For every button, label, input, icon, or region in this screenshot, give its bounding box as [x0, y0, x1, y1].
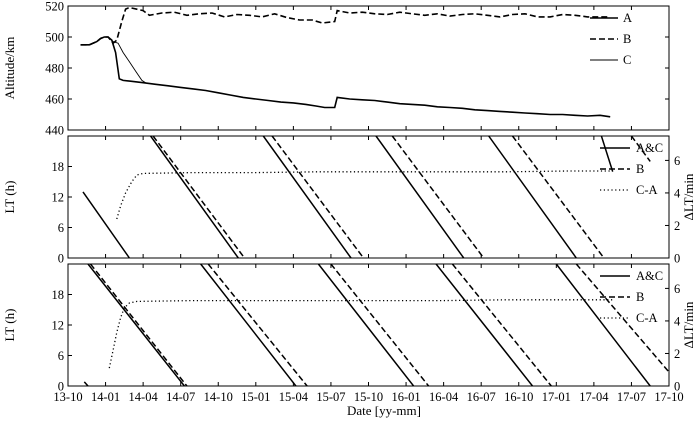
series-line-a	[80, 36, 611, 118]
x-axis-label: Date [yy-mm]	[347, 403, 421, 418]
series-line-a-c	[555, 264, 651, 386]
x-tick-label: 16-04	[429, 390, 459, 404]
series-line-a-c	[87, 264, 185, 386]
y-tick-label: 0	[58, 252, 64, 266]
y-tick-label: 460	[45, 93, 64, 107]
y2-tick-label: 6	[674, 282, 680, 296]
legend-label-b: B	[636, 290, 644, 304]
y-tick-label: 500	[45, 31, 64, 45]
x-tick-label: 17-04	[579, 390, 609, 404]
y-tick-label: 6	[58, 349, 64, 363]
legend-label-a-c: A&C	[636, 269, 663, 283]
series-line-a-c	[488, 136, 577, 258]
y2-tick-label: 4	[674, 186, 681, 200]
series-line-b	[391, 136, 485, 258]
y2-axis-label: ΔLT/min	[681, 173, 696, 220]
x-tick-label: 16-01	[391, 390, 420, 404]
series-line-a-c	[375, 136, 465, 258]
series-line-a-c	[82, 191, 131, 258]
series-line-b	[330, 264, 430, 386]
series-group	[80, 6, 611, 118]
legend-label-c-a: C-A	[636, 183, 658, 197]
y-axis-label: LT (h)	[2, 181, 17, 214]
local-time-panel-bottom: 13-10 14-01 14-04 14-07 14-10 15-01 15-04 15-07…	[2, 263, 696, 404]
series-line-a-c	[200, 264, 297, 386]
y-tick-label: 520	[45, 0, 64, 14]
series-line-c-a	[116, 170, 613, 220]
series-line-b	[451, 264, 552, 386]
series-line-b	[89, 264, 188, 386]
series-line-a-c	[435, 264, 534, 386]
x-tick-label: 13-10	[53, 390, 82, 404]
altitude-panel: 440 460 480 500 520 Altitude/km ABC	[2, 0, 670, 138]
series-line-b	[630, 136, 651, 162]
series-line-b	[575, 264, 669, 374]
x-tick-label: 15-04	[279, 390, 309, 404]
y2-tick-label: 2	[674, 219, 680, 233]
y-tick-label: 440	[45, 124, 64, 138]
y-tick-label: 18	[52, 160, 65, 174]
x-tick-label: 14-01	[91, 390, 120, 404]
x-tick-label: 14-10	[204, 390, 233, 404]
y-tick-label: 6	[58, 221, 64, 235]
x-tick-label: 17-01	[542, 390, 571, 404]
legend-label-c: C	[623, 53, 631, 67]
legend-label-b: B	[623, 32, 631, 46]
x-tick-label: 17-10	[654, 390, 683, 404]
legend-label-a-c: A&C	[636, 141, 663, 155]
y2-tick-label: 0	[674, 380, 680, 394]
x-tick-label: 15-07	[316, 390, 345, 404]
y2-tick-label: 0	[674, 252, 680, 266]
y-axis-label: LT (h)	[2, 309, 17, 342]
series-line-b	[511, 136, 605, 258]
x-tick-label: 14-04	[129, 390, 159, 404]
series-line-b	[271, 136, 365, 258]
y2-tick-label: 4	[674, 314, 681, 328]
legend-label-b: B	[636, 162, 644, 176]
series-line-a-c	[83, 381, 89, 386]
series-line-c-a	[108, 299, 613, 369]
series-group	[83, 264, 669, 386]
x-tick-label: 16-07	[467, 390, 496, 404]
legend-label-a: A	[623, 11, 632, 25]
series-line-b	[80, 6, 611, 46]
y-tick-label: 480	[45, 62, 64, 76]
plot-frame	[67, 135, 670, 259]
series-group	[82, 136, 651, 258]
x-tick-label: 14-07	[166, 390, 195, 404]
x-tick-label: 15-01	[241, 390, 270, 404]
y2-tick-label: 6	[674, 154, 680, 168]
plot-frame	[67, 263, 670, 387]
y-tick-label: 0	[58, 380, 64, 394]
series-line-b	[152, 136, 246, 258]
series-line-a-c	[149, 136, 239, 258]
y-axis-label: Altitude/km	[2, 37, 17, 100]
series-line-a-c	[262, 136, 352, 258]
legend-label-c-a: C-A	[636, 311, 658, 325]
plot-frame	[67, 5, 670, 131]
series-line-c	[80, 36, 146, 84]
y-tick-label: 12	[52, 191, 65, 205]
y2-tick-label: 2	[674, 347, 680, 361]
series-line-a-c	[600, 136, 614, 172]
y2-axis-label: ΔLT/min	[681, 301, 696, 348]
series-line-b	[207, 264, 308, 386]
series-line-a-c	[317, 264, 415, 386]
x-tick-label: 16-10	[504, 390, 533, 404]
x-tick-label: 17-07	[617, 390, 646, 404]
y-tick-label: 18	[52, 288, 65, 302]
x-tick-label: 15-10	[354, 390, 383, 404]
y-tick-label: 12	[52, 319, 65, 333]
